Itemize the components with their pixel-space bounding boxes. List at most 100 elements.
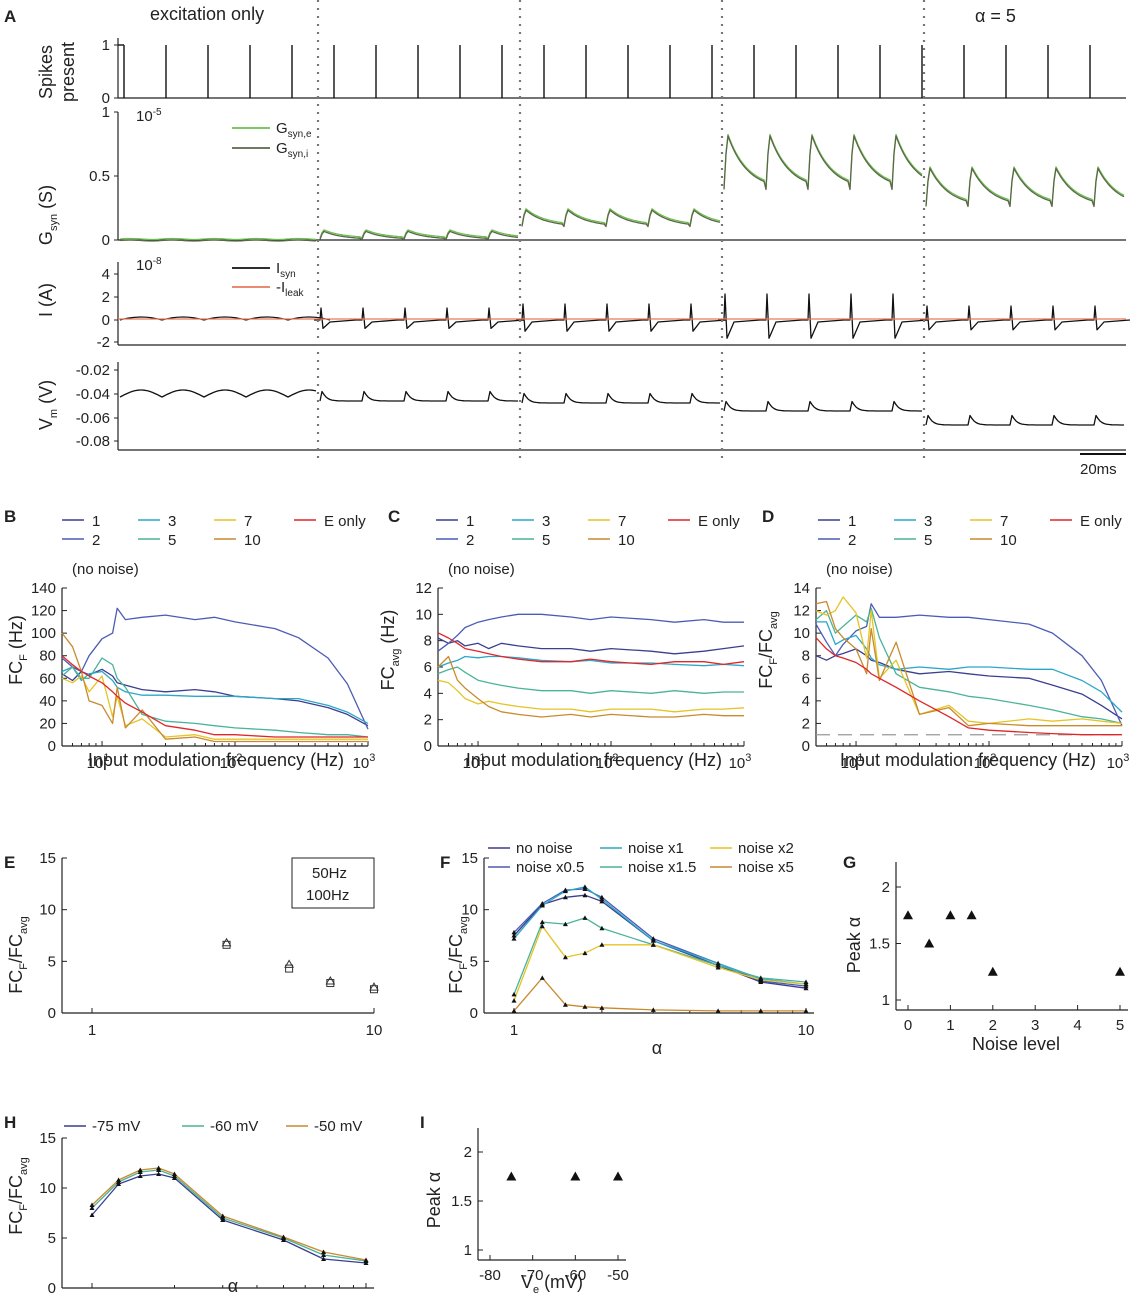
ylabel-c: FCavg (Hz)	[378, 610, 402, 691]
xlabel-b: Input modulation frequency (Hz)	[88, 750, 344, 770]
current-tick-label: 4	[102, 266, 110, 283]
xlabel-i: Ve (mV)	[521, 1272, 583, 1296]
legend-e-box	[291, 857, 375, 909]
gsyn-e-trace	[119, 237, 317, 241]
chart-d-series-e-only	[815, 637, 1122, 736]
legend-c-label-1: 1	[466, 513, 474, 530]
note-no-noise-c: (no noise)	[448, 561, 515, 578]
current-tick-label: -2	[97, 334, 110, 351]
chart-f-series-noise-x0-5	[513, 888, 807, 987]
current-ylabel: I (A)	[36, 283, 56, 317]
chart-b-xtick-label: 101	[87, 752, 110, 772]
gsyn-e-trace	[925, 166, 1125, 206]
panel-label-g: G	[843, 853, 856, 872]
vm-tick-label: -0.08	[76, 433, 110, 450]
xlabel-f: α	[652, 1038, 662, 1058]
chart-h-marker	[363, 1257, 369, 1262]
chart-b-series-10	[61, 632, 368, 743]
chart-d-series-7	[815, 596, 1123, 725]
gsyn-i-trace	[723, 135, 923, 191]
legend-c-label-5: 5	[542, 532, 550, 549]
chart-f-marker	[650, 938, 656, 943]
chart-d-series-5	[815, 607, 1123, 725]
panel-label-d: D	[762, 507, 774, 526]
spikes-ylabel-line2: present	[58, 42, 78, 102]
gsyn-tick-label: 1	[102, 104, 110, 121]
legend-f-x5: noise x5	[738, 859, 794, 876]
chart-f-marker	[511, 998, 517, 1003]
legend-c-label-10: 10	[618, 532, 635, 549]
chart-c-series-7	[437, 679, 745, 713]
chart-i-xtick-label: -50	[607, 1267, 629, 1284]
chart-e-point-50hz	[221, 937, 232, 947]
chart-g-xtick-label: 3	[1031, 1017, 1039, 1034]
gsyn-legend-label: Gsyn,e	[276, 120, 312, 140]
chart-f-ytick-label: 0	[470, 1005, 478, 1022]
chart-h-marker	[321, 1256, 327, 1261]
chart-g-xtick-label: 0	[904, 1017, 912, 1034]
chart-f-marker	[582, 892, 588, 898]
legend-h-50: -50 mV	[314, 1118, 362, 1135]
chart-f-xtick-label: 10	[798, 1022, 815, 1039]
chart-c-series-1	[437, 637, 745, 655]
legend-b: 1 2 3 5 7 10 E only	[62, 513, 366, 549]
chart-h-series--50-mv	[91, 1167, 367, 1261]
chart-h-marker	[116, 1177, 122, 1182]
spikes-ylabel-line1: Spikes	[36, 45, 56, 99]
chart-h-marker	[89, 1212, 95, 1217]
spikes-tick-label: 0	[102, 90, 110, 107]
legend-b-label-2: 2	[92, 532, 100, 549]
chart-f-marker	[562, 894, 568, 900]
chart-d-series-3	[816, 621, 1123, 713]
ylabel-e: FCF/FCavg	[6, 916, 30, 993]
chart-b-series-5	[61, 657, 369, 738]
ylabel-b: FCF (Hz)	[6, 615, 30, 685]
chart-h-marker	[321, 1249, 327, 1254]
legend-d-label-eonly: E only	[1080, 513, 1122, 530]
chart-f-marker	[511, 936, 517, 941]
chart-h-marker	[281, 1234, 287, 1239]
legend-e-50hz: 50Hz	[312, 865, 347, 882]
chart-i-xtick-label: -80	[479, 1267, 501, 1284]
chart-f-marker	[511, 929, 517, 935]
chart-f-marker	[582, 884, 588, 889]
chart-b-ytick-label: 100	[31, 625, 56, 642]
current-exponent: 10-8	[136, 256, 162, 274]
chart-e-xtick-label: 10	[366, 1022, 383, 1039]
chart-i-ytick-label: 1	[464, 1242, 472, 1259]
chart-f-marker	[539, 903, 545, 908]
chart-f-marker	[562, 921, 568, 927]
chart-f-marker	[582, 915, 588, 920]
xlabel-d: Input modulation frequency (Hz)	[840, 750, 1096, 770]
panel-label-b: B	[4, 507, 16, 526]
chart-f-marker	[650, 942, 656, 947]
legend-d-label-10: 10	[1000, 532, 1017, 549]
legend-h-75: -75 mV	[92, 1118, 140, 1135]
chart-f-marker	[599, 1005, 605, 1010]
chart-f-marker	[803, 1008, 809, 1013]
legend-h-60: -60 mV	[210, 1118, 258, 1135]
chart-i-ytick-label: 1.5	[451, 1193, 472, 1210]
chart-d-series-10	[815, 600, 1122, 727]
chart-e-ytick-label: 10	[39, 902, 56, 919]
gsyn-tick-label: 0.5	[89, 168, 110, 185]
chart-g-ytick-label: 1	[882, 992, 890, 1009]
chart-c-series-10	[437, 655, 744, 718]
chart-e-point-100hz	[222, 940, 231, 949]
chart-e-point-50hz	[369, 982, 379, 991]
panel-label-i: I	[420, 1113, 425, 1132]
ylabel-h: FCF/FCavg	[6, 1157, 30, 1234]
vm-tick-label: -0.02	[76, 362, 110, 379]
vm-tick-label: -0.06	[76, 410, 110, 427]
chart-c-series-3	[437, 655, 745, 668]
chart-b-series-2	[61, 607, 369, 730]
legend-f-no-noise: no noise	[516, 840, 573, 857]
chart-f-marker	[562, 1002, 568, 1007]
chart-g-xtick-label: 5	[1116, 1017, 1124, 1034]
legend-d: 1 2 3 5 7 10 E only	[818, 513, 1122, 549]
gsyn-exponent: 10-5	[136, 107, 162, 125]
chart-g-point	[924, 938, 935, 948]
chart-e-xtick-label: 1	[88, 1022, 96, 1039]
legend-f-x2: noise x2	[738, 840, 794, 857]
chart-f-marker	[599, 925, 605, 931]
